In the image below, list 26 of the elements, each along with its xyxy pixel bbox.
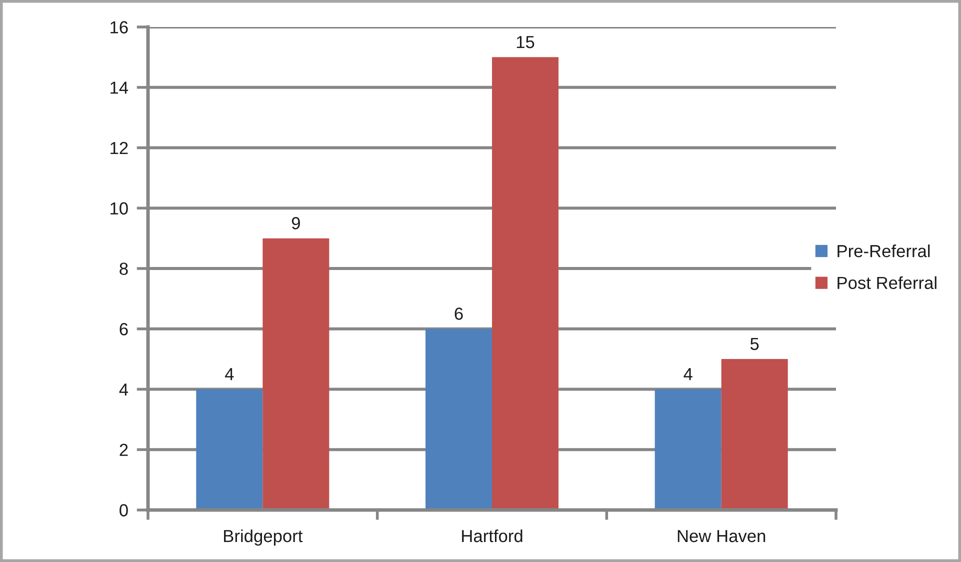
- bar: [196, 389, 263, 510]
- y-tick-label: 16: [110, 21, 128, 34]
- y-tick-label: 12: [110, 142, 128, 154]
- y-tick-label: 4: [119, 384, 128, 396]
- y-tick-label: 2: [120, 444, 128, 456]
- legend-label: Post Referral: [838, 276, 936, 290]
- y-tick-label: 0: [120, 504, 128, 516]
- bar: [654, 389, 722, 510]
- bar: [425, 328, 492, 510]
- data-label: 9: [292, 217, 300, 230]
- y-tick-label: 14: [110, 82, 128, 94]
- bar: [721, 359, 788, 510]
- data-label: 4: [224, 368, 234, 380]
- y-tick-label: 8: [120, 262, 128, 275]
- data-label: 6: [454, 308, 463, 320]
- x-tick-label: Hartford: [462, 529, 522, 542]
- bar: [262, 238, 330, 510]
- legend-label: Pre-Referral: [838, 244, 930, 258]
- data-label: 4: [684, 368, 692, 380]
- bar: [492, 57, 559, 510]
- x-tick-label: Bridgeport: [224, 529, 303, 546]
- x-tick-label: New Haven: [678, 530, 766, 542]
- y-tick-label: 6: [120, 323, 128, 336]
- y-tick-label: 10: [110, 202, 128, 215]
- data-label: 5: [750, 338, 759, 350]
- data-label: 15: [516, 36, 534, 48]
